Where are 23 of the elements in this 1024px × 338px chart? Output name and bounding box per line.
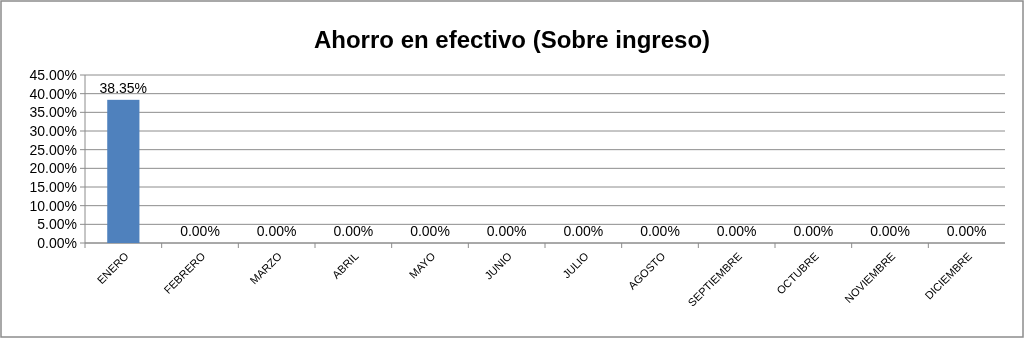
data-label: 0.00% bbox=[793, 223, 834, 239]
y-tick-label: 0.00% bbox=[37, 235, 77, 251]
y-tick-label: 30.00% bbox=[29, 123, 77, 139]
y-tick-label: 5.00% bbox=[37, 216, 77, 233]
data-label: 0.00% bbox=[640, 223, 680, 239]
y-tick-label: 40.00% bbox=[29, 85, 77, 102]
data-label: 0.00% bbox=[180, 223, 220, 239]
y-tick-label: 25.00% bbox=[29, 141, 77, 158]
data-label: 38.35% bbox=[99, 79, 148, 96]
data-label: 0.00% bbox=[486, 223, 527, 239]
y-tick-label: 35.00% bbox=[29, 104, 77, 121]
data-label: 0.00% bbox=[946, 223, 987, 239]
data-label: 0.00% bbox=[410, 223, 450, 239]
data-label: 0.00% bbox=[256, 223, 297, 239]
y-tick-label: 10.00% bbox=[29, 197, 77, 214]
chart-title: Ahorro en efectivo (Sobre ingreso) bbox=[313, 26, 711, 53]
data-label: 0.00% bbox=[716, 223, 757, 239]
y-tick-label: 20.00% bbox=[29, 160, 77, 177]
data-label: 0.00% bbox=[870, 223, 910, 239]
y-tick-label: 45.00% bbox=[29, 67, 77, 83]
data-label: 0.00% bbox=[333, 223, 374, 239]
y-tick-label: 15.00% bbox=[29, 179, 77, 195]
data-label: 0.00% bbox=[563, 223, 604, 239]
